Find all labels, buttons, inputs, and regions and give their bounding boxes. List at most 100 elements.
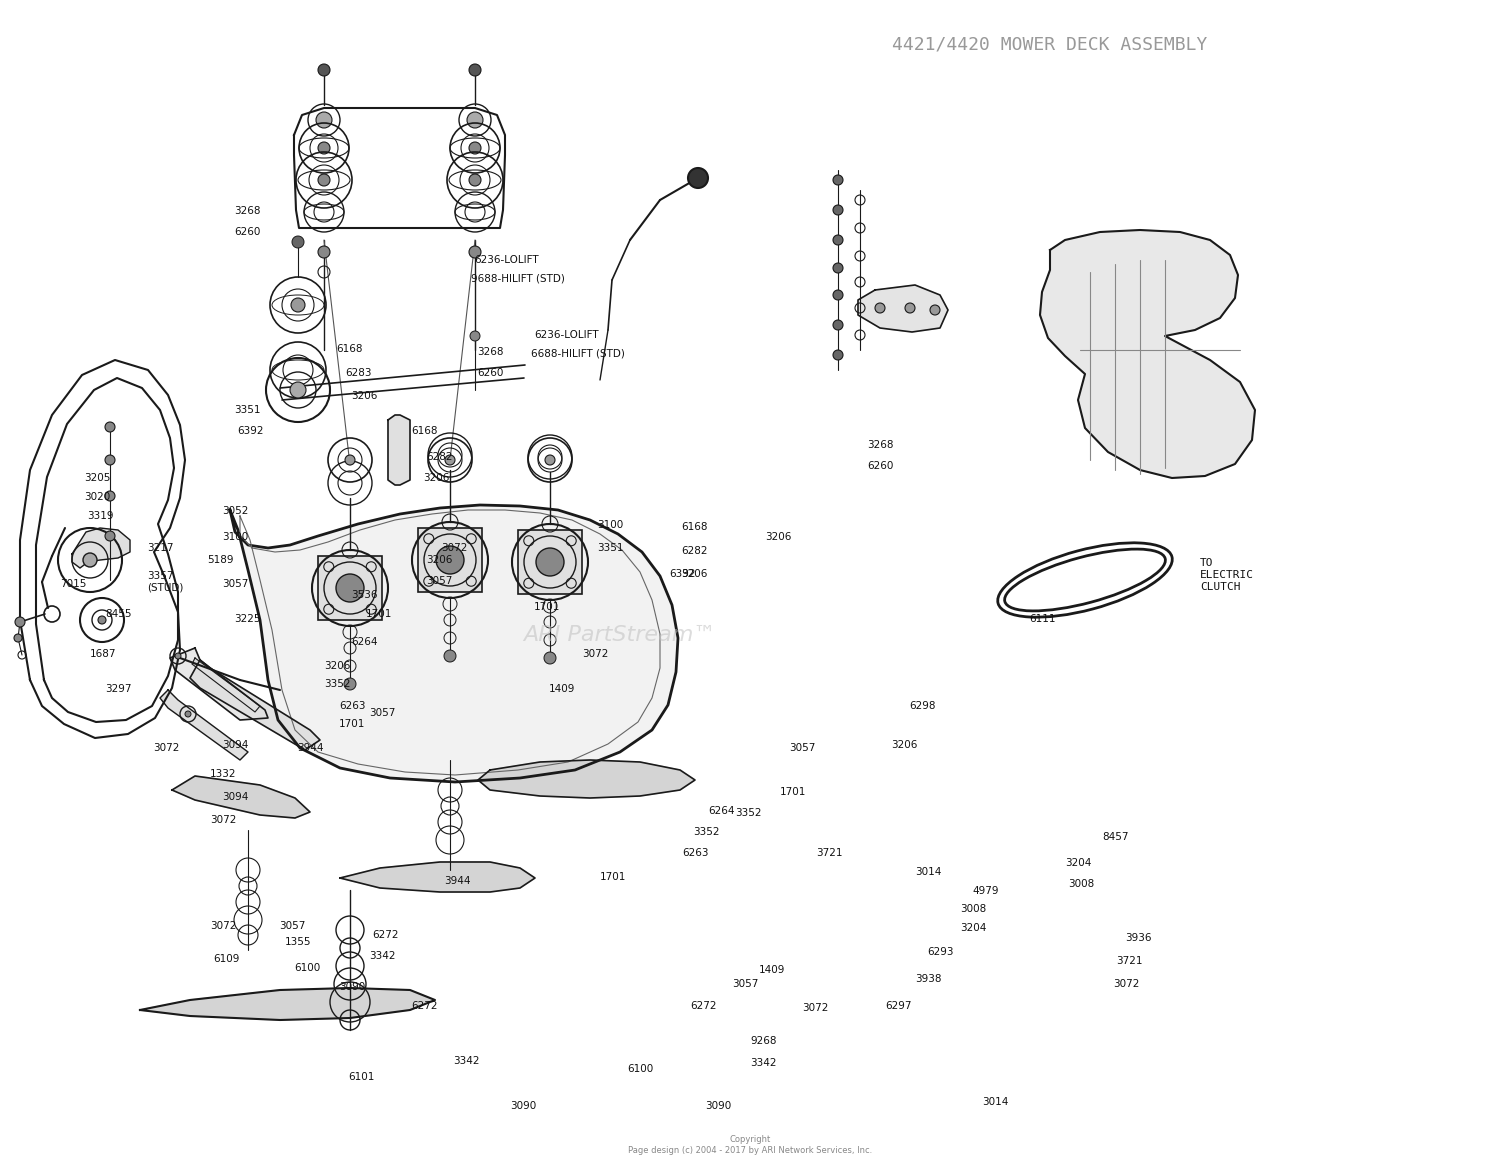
Text: 3072: 3072	[153, 743, 180, 752]
Polygon shape	[72, 529, 130, 568]
Text: 6101: 6101	[348, 1072, 375, 1082]
Circle shape	[318, 246, 330, 258]
Text: 1332: 1332	[210, 769, 237, 778]
Text: 3008: 3008	[960, 905, 987, 914]
Text: 3342: 3342	[369, 952, 396, 961]
Text: 3352: 3352	[693, 827, 720, 837]
Polygon shape	[160, 690, 248, 759]
Text: 3204: 3204	[1065, 858, 1092, 867]
Circle shape	[470, 173, 482, 186]
Circle shape	[316, 113, 332, 128]
Circle shape	[470, 142, 482, 154]
Text: 4421/4420 MOWER DECK ASSEMBLY: 4421/4420 MOWER DECK ASSEMBLY	[892, 35, 1208, 54]
Text: 3938: 3938	[915, 974, 942, 983]
Circle shape	[833, 320, 843, 331]
Text: 6260: 6260	[867, 462, 894, 471]
Text: 6272: 6272	[411, 1001, 438, 1010]
Text: 3225: 3225	[234, 614, 261, 624]
Text: 3057: 3057	[279, 921, 306, 931]
Polygon shape	[172, 776, 310, 818]
Circle shape	[470, 64, 482, 76]
Text: 6100: 6100	[294, 963, 321, 973]
Text: 7015: 7015	[60, 579, 87, 588]
Circle shape	[336, 574, 364, 602]
Text: 3072: 3072	[1113, 980, 1140, 989]
Text: 6260: 6260	[234, 227, 261, 237]
Text: 6100: 6100	[627, 1064, 654, 1074]
Text: 3206: 3206	[351, 391, 378, 401]
Text: 6168: 6168	[681, 523, 708, 532]
Text: 3072: 3072	[582, 649, 609, 659]
Circle shape	[436, 546, 463, 574]
Text: 3057: 3057	[369, 708, 396, 717]
Text: 5189: 5189	[207, 556, 234, 565]
Text: 3297: 3297	[105, 684, 132, 694]
Text: 3268: 3268	[477, 347, 504, 356]
Bar	[318, 556, 382, 620]
Text: 3072: 3072	[210, 921, 237, 931]
Text: 1701: 1701	[366, 609, 393, 619]
Polygon shape	[388, 415, 410, 485]
Bar	[518, 530, 582, 594]
Text: 1701: 1701	[780, 788, 807, 797]
Text: 3206: 3206	[681, 570, 708, 579]
Text: 3090: 3090	[339, 982, 366, 992]
Polygon shape	[192, 657, 260, 713]
Polygon shape	[478, 759, 694, 798]
Circle shape	[470, 331, 480, 341]
Text: 6293: 6293	[927, 947, 954, 956]
Text: 3057: 3057	[426, 577, 453, 586]
Circle shape	[874, 304, 885, 313]
Text: 3020: 3020	[84, 492, 111, 502]
Text: 3057: 3057	[789, 743, 816, 752]
Text: 3206: 3206	[423, 473, 450, 483]
Text: 6283: 6283	[345, 368, 372, 377]
Text: 3217: 3217	[147, 544, 174, 553]
Text: ARI PartStream™: ARI PartStream™	[524, 625, 717, 645]
Polygon shape	[170, 648, 268, 720]
Circle shape	[98, 616, 106, 624]
Text: 4979: 4979	[972, 886, 999, 895]
Text: 6236-LOLIFT: 6236-LOLIFT	[474, 255, 538, 265]
Text: 3351: 3351	[234, 406, 261, 415]
Text: 8457: 8457	[1102, 832, 1130, 841]
Circle shape	[291, 298, 304, 312]
Text: 3014: 3014	[915, 867, 942, 877]
Text: 6260: 6260	[477, 368, 504, 377]
Circle shape	[833, 175, 843, 185]
Circle shape	[930, 305, 940, 315]
Text: 1409: 1409	[549, 684, 576, 694]
Text: 6263: 6263	[339, 701, 366, 710]
Text: 6264: 6264	[708, 806, 735, 816]
Text: TO
ELECTRIC
CLUTCH: TO ELECTRIC CLUTCH	[1200, 558, 1254, 592]
Text: 3268: 3268	[234, 206, 261, 216]
Circle shape	[105, 455, 116, 465]
Text: 3352: 3352	[324, 680, 351, 689]
Text: 3944: 3944	[444, 877, 471, 886]
Text: 6282: 6282	[681, 546, 708, 556]
Text: 3206: 3206	[426, 556, 453, 565]
Circle shape	[292, 236, 304, 248]
Text: 3206: 3206	[891, 741, 918, 750]
Text: 6392: 6392	[237, 427, 264, 436]
Text: 3057: 3057	[222, 579, 249, 588]
Circle shape	[544, 652, 556, 665]
Text: 8455: 8455	[105, 609, 132, 619]
Text: 3357
(STUD): 3357 (STUD)	[147, 571, 183, 592]
Text: 6392: 6392	[669, 570, 696, 579]
Text: 3090: 3090	[510, 1102, 537, 1111]
Text: 6272: 6272	[690, 1001, 717, 1010]
Text: 3536: 3536	[351, 591, 378, 600]
Text: 1409: 1409	[759, 966, 786, 975]
Text: 3342: 3342	[750, 1058, 777, 1068]
Text: 1701: 1701	[339, 720, 366, 729]
Circle shape	[833, 263, 843, 273]
Text: 3094: 3094	[222, 741, 249, 750]
Circle shape	[444, 650, 456, 662]
Text: 3094: 3094	[222, 792, 249, 802]
Text: 9268: 9268	[750, 1036, 777, 1045]
Text: 6263: 6263	[682, 849, 709, 858]
Text: 3721: 3721	[816, 849, 843, 858]
Polygon shape	[858, 285, 948, 332]
Polygon shape	[140, 988, 435, 1020]
